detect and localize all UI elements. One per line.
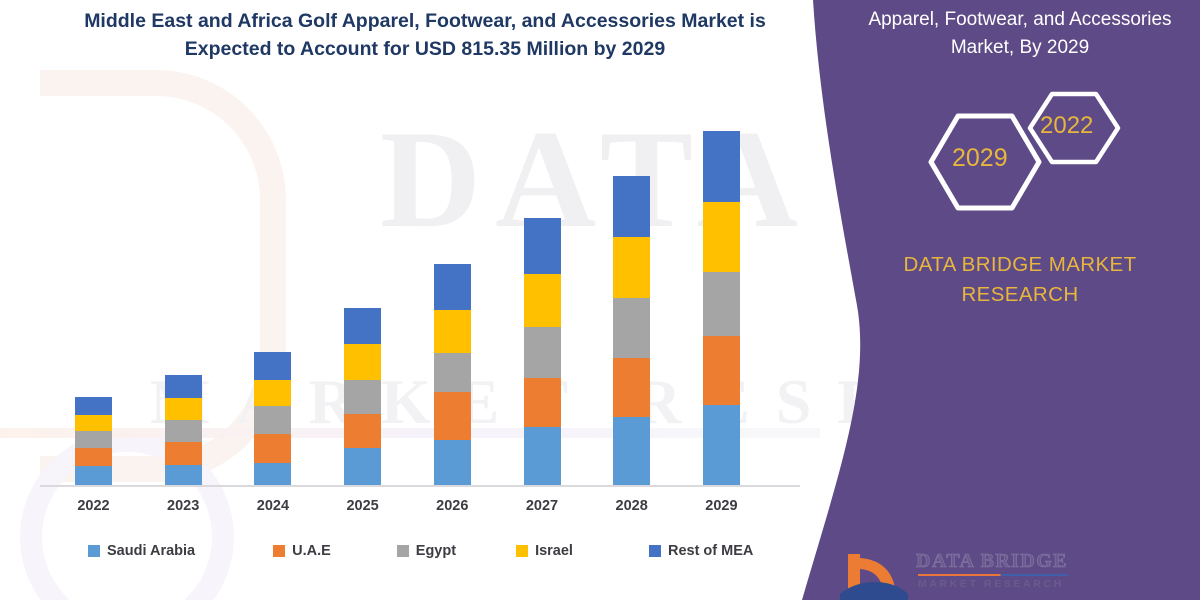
bar-segment [254, 434, 292, 463]
hexagon-small-label: 2022 [1040, 112, 1094, 139]
bridge-logo-icon [840, 554, 908, 600]
bar-segment [523, 218, 561, 274]
x-axis-line [40, 485, 800, 487]
bar-segment [433, 440, 471, 485]
bar-segment [702, 405, 740, 485]
panel-title: Apparel, Footwear, and Accessories Marke… [868, 9, 1172, 58]
footer-logo-tagline: MARKET RESEARCH [918, 578, 1064, 590]
brand-panel-content: Apparel, Footwear, and Accessories Marke… [860, 0, 1200, 600]
hexagon-large-label: 2029 [952, 144, 1008, 172]
bar-segment [433, 392, 471, 440]
bar-segment [613, 417, 651, 485]
legend-swatch-icon [273, 545, 286, 557]
bar-segment [702, 336, 740, 405]
legend-item-egypt[interactable]: Egypt [396, 543, 457, 559]
bar-segment [75, 466, 112, 485]
bar-segment [254, 406, 292, 434]
chart-legend: Saudi Arabia U.A.E Egypt Israel Rest of MEA [88, 540, 753, 562]
legend-label: U.A.E [292, 543, 331, 559]
bar-2027[interactable] [523, 218, 561, 485]
legend-item-rest-of-mea[interactable]: Rest of MEA [648, 543, 754, 559]
bar-segment [344, 448, 382, 485]
bar-segment [164, 465, 202, 485]
x-tick-2028: 2028 [615, 498, 648, 514]
bar-2023[interactable] [164, 375, 202, 485]
legend-item-saudi-arabia[interactable]: Saudi Arabia [88, 543, 195, 559]
hexagon-badges: 2022 2029 [900, 86, 1160, 226]
legend-swatch-icon [648, 545, 661, 557]
legend-label: Egypt [415, 543, 457, 559]
bar-segment [613, 358, 651, 417]
chart-title: Middle East and Africa Golf Apparel, Foo… [84, 10, 766, 60]
legend-label: Israel [535, 543, 573, 559]
bar-2024[interactable] [254, 352, 292, 485]
footer-logo-rule [918, 574, 1068, 576]
bar-segment [433, 353, 471, 392]
bar-segment [254, 352, 292, 380]
bar-segment [523, 378, 561, 427]
x-tick-2025: 2025 [346, 498, 379, 514]
legend-swatch-icon [88, 545, 100, 557]
hexagon-small-icon [1027, 91, 1121, 165]
bar-segment [523, 327, 561, 378]
bar-segment [164, 420, 202, 442]
bar-segment [344, 414, 382, 448]
bar-segment [613, 298, 651, 358]
brand-name: DATA BRIDGE MARKET RESEARCH [903, 253, 1137, 306]
bar-segment [164, 375, 202, 398]
legend-swatch-icon [516, 545, 529, 557]
hexagon-icons [928, 91, 1121, 211]
bar-segment [523, 427, 561, 485]
x-tick-2023: 2023 [167, 498, 200, 514]
bar-segment [75, 415, 112, 431]
bar-segment [613, 237, 651, 298]
bar-segment [702, 131, 740, 202]
x-tick-2026: 2026 [436, 498, 469, 514]
bar-segment [433, 264, 471, 310]
x-tick-2029: 2029 [705, 498, 738, 514]
bar-segment [75, 448, 112, 466]
legend-item-israel[interactable]: Israel [516, 543, 573, 559]
footer-logo: DATA BRIDGE MARKET RESEARCH [840, 548, 1180, 600]
legend-label: Saudi Arabia [107, 543, 196, 559]
legend-swatch-icon [396, 545, 409, 557]
bar-segment [254, 380, 292, 406]
legend-item-u-a-e[interactable]: U.A.E [273, 543, 331, 559]
bar-segment [702, 202, 740, 272]
bar-segment [75, 397, 112, 415]
bar-2022[interactable] [75, 397, 112, 485]
x-tick-2027: 2027 [525, 498, 559, 514]
x-tick-2022: 2022 [77, 498, 110, 514]
hexagon-large-icon [928, 113, 1042, 211]
bar-segment [344, 344, 382, 380]
bar-segment [433, 310, 471, 353]
bar-2029[interactable] [702, 131, 740, 485]
bar-2028[interactable] [613, 176, 651, 485]
bar-segment [75, 431, 112, 448]
bar-segment [344, 380, 382, 414]
bar-segment [613, 176, 651, 237]
bar-segment [164, 442, 202, 465]
bar-2025[interactable] [344, 308, 382, 485]
footer-logo-name: DATA BRIDGE [916, 550, 1068, 573]
x-tick-2024: 2024 [256, 498, 290, 514]
bar-2026[interactable] [433, 264, 471, 485]
bar-segment [164, 398, 202, 420]
bar-segment [702, 272, 740, 336]
bar-segment [523, 274, 561, 327]
bar-segment [254, 463, 292, 485]
legend-label: Rest of MEA [667, 543, 754, 559]
chart-plot-area: 2022 2023 2024 2025 2026 2027 2028 2029 [40, 131, 800, 514]
bar-segment [344, 308, 382, 344]
